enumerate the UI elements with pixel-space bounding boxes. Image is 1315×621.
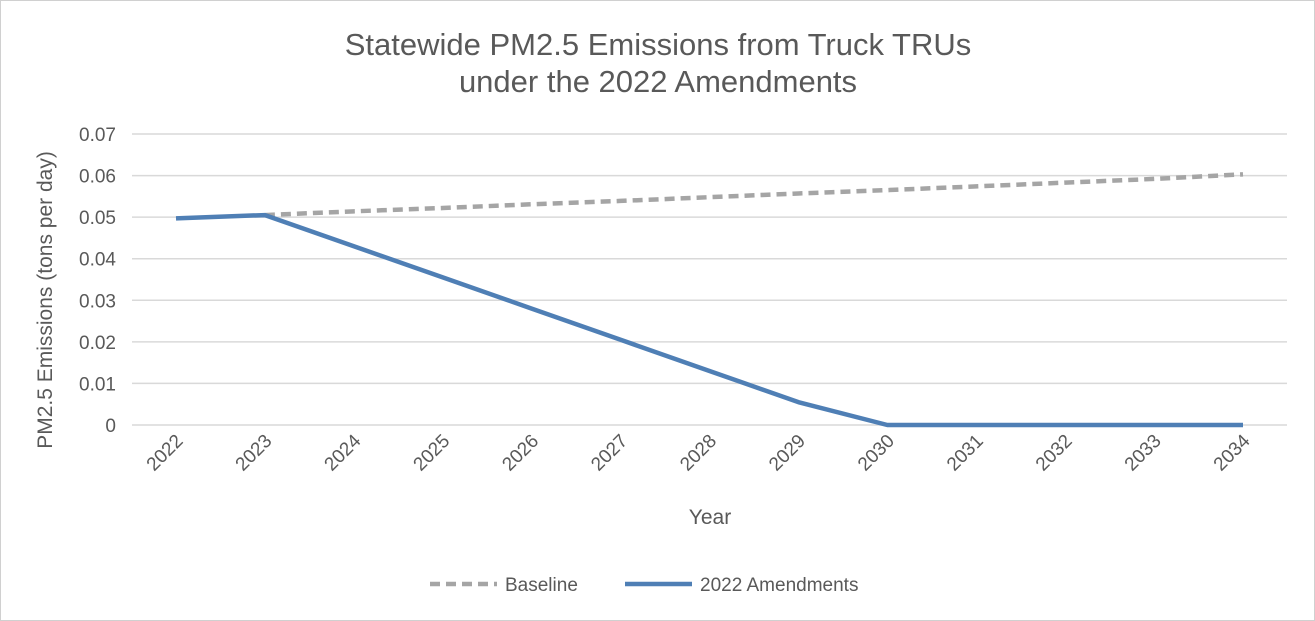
x-tick-label: 2025 — [410, 431, 455, 476]
y-tick-label: 0.01 — [79, 374, 116, 395]
legend-label: 2022 Amendments — [700, 575, 858, 596]
x-tick-label: 2024 — [321, 430, 366, 475]
x-tick-label: 2033 — [1121, 431, 1166, 476]
x-tick-label: 2032 — [1032, 431, 1077, 476]
x-tick-label: 2031 — [943, 431, 988, 476]
x-tick-label: 2027 — [587, 431, 632, 476]
legend-label: Baseline — [505, 575, 578, 596]
x-tick-label: 2022 — [143, 431, 188, 476]
y-tick-label: 0.06 — [79, 167, 116, 188]
x-tick-label: 2029 — [765, 431, 810, 476]
y-tick-label: 0.07 — [79, 125, 116, 146]
y-axis-label: PM2.5 Emissions (tons per day) — [34, 151, 57, 449]
y-tick-label: 0.04 — [79, 250, 116, 271]
x-axis-label: Year — [689, 506, 731, 529]
series-line-1 — [175, 212, 1243, 428]
chart-title-line-2: under the 2022 Amendments — [459, 64, 857, 99]
chart-title-line-1: Statewide PM2.5 Emissions from Truck TRU… — [345, 27, 972, 62]
y-tick-label: 0.05 — [79, 208, 116, 229]
x-tick-label: 2023 — [232, 431, 277, 476]
x-tick-label: 2028 — [676, 431, 721, 476]
y-tick-label: 0 — [105, 416, 116, 437]
series-line-0 — [264, 172, 1244, 218]
x-tick-label: 2030 — [854, 431, 899, 476]
y-tick-label: 0.02 — [79, 333, 116, 354]
y-tick-label: 0.03 — [79, 291, 116, 312]
x-tick-label: 2026 — [498, 431, 543, 476]
x-tick-label: 2034 — [1210, 430, 1255, 475]
